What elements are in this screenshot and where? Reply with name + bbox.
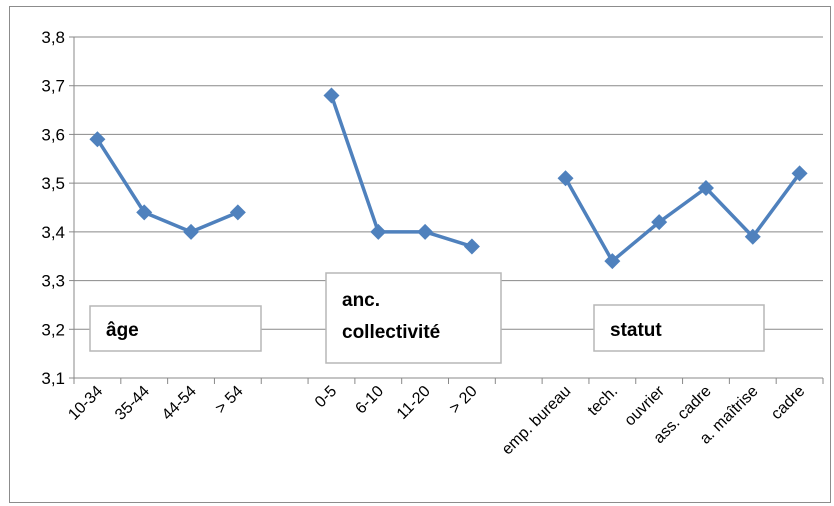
data-point-marker — [323, 87, 340, 104]
annotation-statut: statut — [593, 304, 765, 352]
x-tick-label: 10-34 — [65, 383, 106, 424]
x-tick-label: > 54 — [212, 383, 246, 417]
annotation-anciennete-line1: anc. — [342, 290, 380, 311]
series-line — [563, 171, 802, 263]
y-axis-ticks: 3,1 3,2 3,3 3,4 3,5 3,6 3,7 3,8 — [41, 28, 74, 388]
x-axis-ticks: 10-34 35-44 44-54 > 54 0-5 6-10 11-20 > 20 emp. … — [65, 382, 808, 458]
annotation-statut-label: statut — [610, 320, 662, 341]
data-point-marker — [791, 165, 808, 182]
group-annotations: âge anc. collectivité statut — [89, 272, 765, 364]
y-tick-label: 3,8 — [41, 28, 65, 47]
series-line — [329, 93, 474, 249]
data-point-marker — [417, 223, 434, 240]
data-point-marker — [136, 204, 153, 221]
y-tick-label: 3,7 — [41, 77, 65, 96]
data-point-marker — [370, 223, 387, 240]
data-point-marker — [557, 170, 574, 187]
y-tick-label: 3,6 — [41, 125, 65, 144]
x-tick-label: emp. bureau — [499, 383, 575, 459]
y-tick-label: 3,1 — [41, 369, 65, 388]
x-tick-label: 0-5 — [312, 383, 340, 411]
data-point-marker — [604, 253, 621, 270]
y-tick-label: 3,5 — [41, 174, 65, 193]
x-axis — [73, 37, 824, 384]
y-tick-label: 3,2 — [41, 320, 65, 339]
x-tick-label: tech. — [585, 383, 622, 420]
data-point-marker — [89, 131, 106, 148]
x-tick-label: 11-20 — [394, 383, 434, 423]
annotation-age-label: âge — [106, 320, 139, 341]
x-tick-label: cadre — [768, 383, 808, 423]
data-point-marker — [183, 223, 200, 240]
data-point-marker — [463, 238, 480, 255]
series-line — [95, 137, 240, 234]
data-point-marker — [697, 180, 714, 197]
y-tick-label: 3,3 — [41, 272, 65, 291]
x-tick-label: ouvrier — [621, 382, 668, 429]
x-tick-label: 44-54 — [159, 383, 200, 424]
x-tick-label: 6-10 — [352, 383, 387, 418]
annotation-anciennete: anc. collectivité — [325, 272, 502, 364]
data-point-marker — [744, 228, 761, 245]
y-tick-label: 3,4 — [41, 223, 65, 242]
annotation-age: âge — [89, 305, 262, 352]
data-point-marker — [651, 214, 668, 231]
data-point-marker — [229, 204, 246, 221]
annotation-anciennete-line2: collectivité — [342, 322, 440, 343]
x-tick-label: 35-44 — [112, 383, 153, 424]
x-tick-label: > 20 — [446, 383, 480, 417]
data-series — [89, 87, 808, 270]
chart-frame — [9, 6, 831, 503]
